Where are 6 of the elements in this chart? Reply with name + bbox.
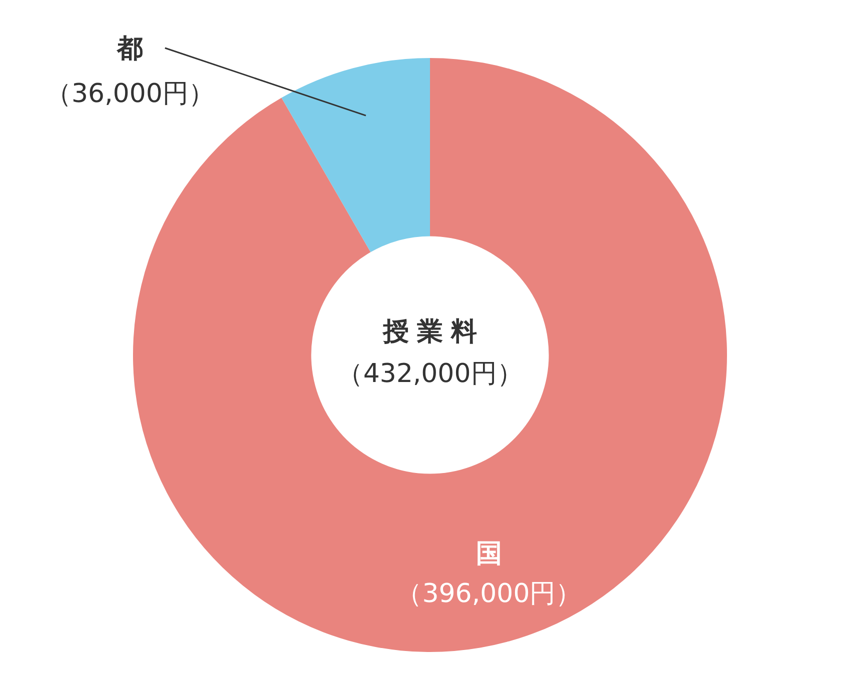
- text: 授業料: [382, 316, 485, 347]
- text: （432,000円）: [337, 358, 523, 389]
- slice-label: 都: [116, 34, 143, 64]
- slice-label: 国: [476, 538, 502, 569]
- data-label: （396,000円）: [396, 578, 582, 609]
- data-label: （36,000円）: [46, 78, 214, 109]
